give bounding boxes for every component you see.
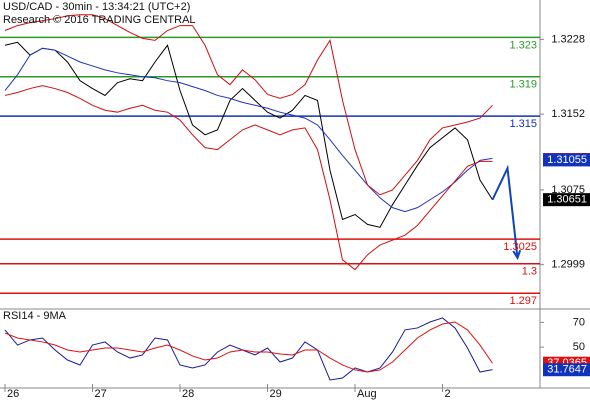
series-line (4, 321, 493, 373)
y-tick-label: 70 (573, 316, 585, 328)
level-label: 1.323 (509, 39, 537, 51)
forecast-arrow (491, 164, 519, 258)
y-tick-label: 1.3228 (551, 33, 585, 45)
value-badge: 31.7647 (543, 363, 590, 377)
x-tick-label: 28 (182, 388, 194, 400)
value-badge-label: 31.7647 (547, 364, 587, 376)
series-line (4, 41, 493, 228)
arrow-head (512, 249, 522, 261)
y-tick-label: 50 (573, 341, 585, 353)
level-label: 1.3 (522, 266, 537, 278)
x-tick-label: Aug (357, 388, 377, 400)
y-tick-label: 1.3075 (551, 184, 585, 196)
value-badge: 1.30651 (543, 193, 590, 207)
series-line (4, 85, 493, 271)
level-label: 1.315 (509, 118, 537, 130)
x-tick-label: 26 (7, 388, 19, 400)
chart-subtitle: Research © 2016 TRADING CENTRAL (3, 14, 196, 26)
chart-title: USD/CAD - 30min - 13:34:21 (UTC+2) (3, 1, 190, 13)
level-label: 1.3025 (503, 241, 537, 253)
y-tick-label: 1.2999 (551, 259, 585, 271)
labels: USD/CAD - 30min - 13:34:21 (UTC+2) Resea… (3, 1, 196, 322)
value-badge-box (543, 153, 590, 167)
value-badge-label: 1.30651 (547, 194, 587, 206)
value-badge-box (543, 193, 590, 207)
level-label: 1.297 (509, 295, 537, 307)
level-label: 1.319 (509, 79, 537, 91)
x-tick-label: 2 (445, 388, 451, 400)
value-badge: 1.31055 (543, 153, 590, 167)
plot (0, 14, 540, 381)
value-badge-box (543, 363, 590, 377)
rsi-title: RSI14 - 9MA (3, 310, 67, 322)
series-line (4, 14, 493, 196)
series-line (4, 317, 493, 381)
x-tick-label: 29 (270, 388, 282, 400)
value-badge-label: 1.31055 (547, 154, 587, 166)
x-tick-label: 27 (95, 388, 107, 400)
series-line (4, 47, 493, 213)
y-tick-label: 1.3152 (551, 108, 585, 120)
